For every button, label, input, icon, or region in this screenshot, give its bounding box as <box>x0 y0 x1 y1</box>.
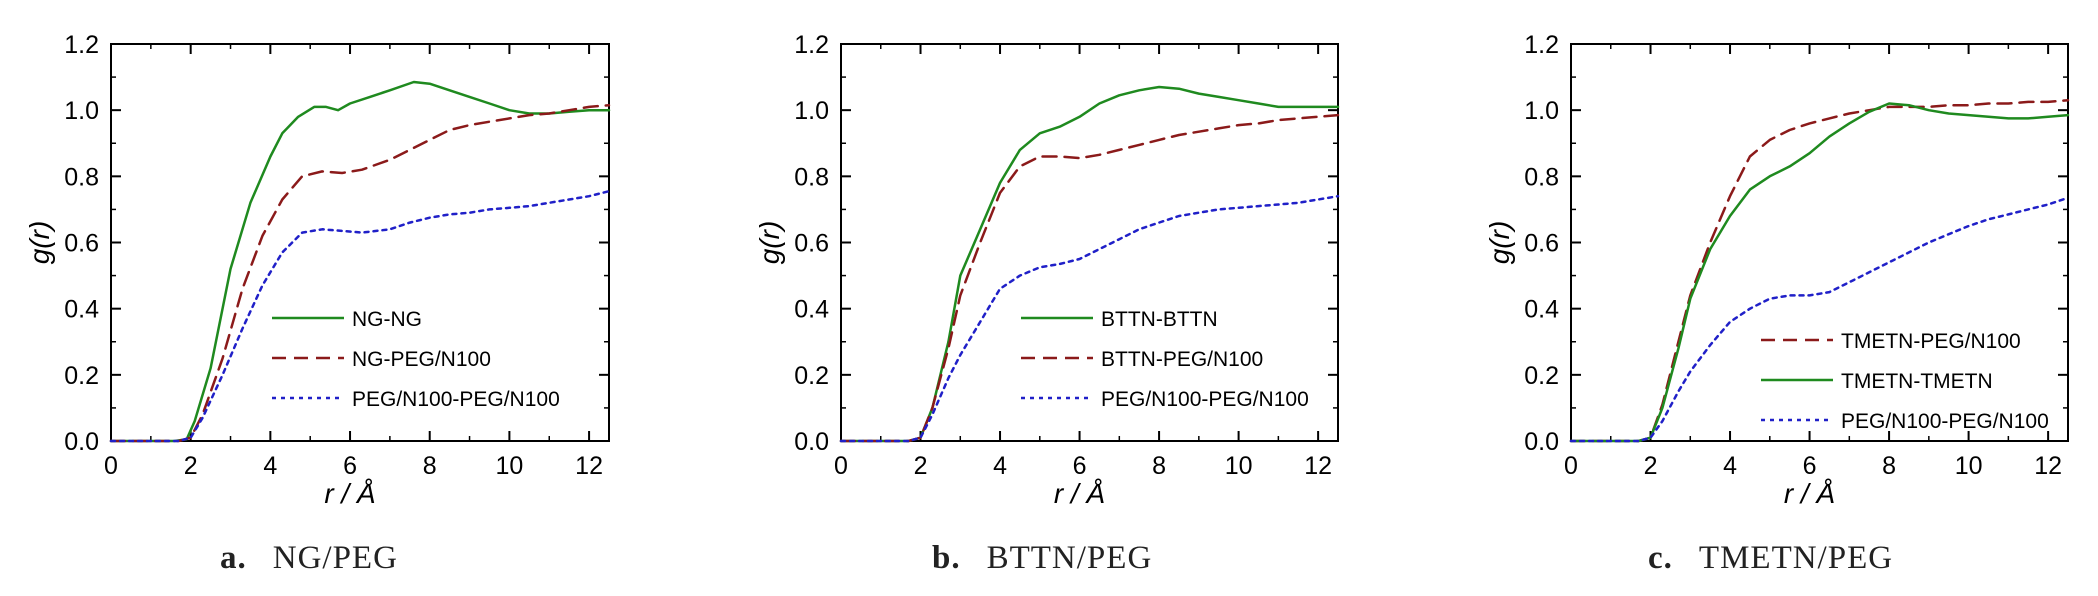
y-tick-label: 0.6 <box>64 230 99 258</box>
y-tick-label: 1.0 <box>1524 97 1559 125</box>
x-tick-label: 12 <box>2034 452 2062 480</box>
y-axis-label: g(r) <box>1484 221 1515 265</box>
y-tick-label: 0.8 <box>64 163 99 191</box>
x-tick-label: 2 <box>1644 452 1658 480</box>
legend-label: NG-PEG/N100 <box>352 348 491 371</box>
caption-b: b. BTTN/PEG <box>932 533 1152 583</box>
legend-label: TMETN-TMETN <box>1841 370 1993 393</box>
legend-label: BTTN-BTTN <box>1101 308 1218 331</box>
series-line-bttn-peg-n100 <box>839 113 1340 443</box>
legend: TMETN-PEG/N100 TMETN-TMETN PEG/N100-PEG/N1… <box>1761 330 2049 433</box>
y-tick-label: 0.2 <box>1524 362 1559 390</box>
chart-panel-3: 0 2 4 6 8 10 12 0.0 0.2 0.4 0.6 0.8 1.0 1.2 r / Å g(r) T… <box>1484 31 2070 509</box>
y-tick-label: 1.2 <box>1524 31 1559 59</box>
y-tick-label: 0.2 <box>794 362 829 390</box>
y-tick-label: 0.0 <box>1524 428 1559 456</box>
x-tick-label: 8 <box>423 452 437 480</box>
y-tick-label: 0.0 <box>794 428 829 456</box>
y-tick-label: 0.2 <box>64 362 99 390</box>
y-axis-label: g(r) <box>24 221 55 265</box>
x-tick-label: 12 <box>1304 452 1332 480</box>
x-axis-label: r / Å <box>1784 478 1835 509</box>
legend-label: PEG/N100-PEG/N100 <box>1101 388 1309 411</box>
y-tick-label: 0.8 <box>794 163 829 191</box>
y-tick-label: 0.6 <box>794 230 829 258</box>
x-tick-label: 0 <box>1564 452 1578 480</box>
y-tick-label: 0.6 <box>1524 230 1559 258</box>
y-tick-label: 1.2 <box>794 31 829 59</box>
x-tick-label: 10 <box>1955 452 1983 480</box>
x-tick-label: 0 <box>104 452 118 480</box>
y-tick-label: 0.0 <box>64 428 99 456</box>
series-line-tmetn-tmetn <box>1569 102 2070 443</box>
y-tick-label: 1.0 <box>64 97 99 125</box>
y-tick-label: 0.4 <box>64 296 99 324</box>
series-line-ng-ng <box>109 80 611 443</box>
chart-panel-1: 0 2 4 6 8 10 12 0.0 0.2 0.4 0.6 0.8 1.0 1.2 r / Å g(r) N… <box>24 31 611 509</box>
plot-frame <box>1570 43 2069 442</box>
x-tick-label: 2 <box>184 452 198 480</box>
x-tick-label: 6 <box>343 452 357 480</box>
y-axis-label: g(r) <box>754 221 785 265</box>
legend: BTTN-BTTN BTTN-PEG/N100 PEG/N100-PEG/N100 <box>1021 308 1309 411</box>
y-tick-label: 0.4 <box>794 296 829 324</box>
x-tick-label: 10 <box>495 452 523 480</box>
x-tick-label: 4 <box>263 452 277 480</box>
caption-text: BTTN/PEG <box>986 539 1153 576</box>
legend-label: PEG/N100-PEG/N100 <box>1841 410 2049 433</box>
x-axis-label: r / Å <box>324 478 375 509</box>
series-line-peg-n100-peg-n100 <box>1569 196 2070 443</box>
x-tick-label: 2 <box>914 452 928 480</box>
x-tick-label: 10 <box>1225 452 1253 480</box>
x-axis-label: r / Å <box>1054 478 1105 509</box>
legend: NG-NG NG-PEG/N100 PEG/N100-PEG/N100 <box>272 308 560 411</box>
series-line-peg-n100-peg-n100 <box>109 189 611 443</box>
x-tick-label: 8 <box>1152 452 1166 480</box>
series-line-ng-peg-n100 <box>109 103 611 443</box>
caption-text: TMETN/PEG <box>1698 539 1894 576</box>
legend-label: BTTN-PEG/N100 <box>1101 348 1263 371</box>
y-tick-label: 1.2 <box>64 31 99 59</box>
series-line-peg-n100-peg-n100 <box>839 194 1340 443</box>
caption-c: c. TMETN/PEG <box>1648 533 1893 583</box>
y-tick-label: 0.8 <box>1524 163 1559 191</box>
caption-text: NG/PEG <box>272 539 398 576</box>
series-line-tmetn-peg-n100 <box>1569 98 2070 443</box>
x-tick-label: 4 <box>993 452 1007 480</box>
legend-label: TMETN-PEG/N100 <box>1841 330 2021 353</box>
x-tick-label: 12 <box>575 452 603 480</box>
x-tick-label: 8 <box>1882 452 1896 480</box>
caption-a: a. NG/PEG <box>220 533 398 583</box>
y-tick-label: 1.0 <box>794 97 829 125</box>
legend-label: PEG/N100-PEG/N100 <box>352 388 560 411</box>
plot-frame <box>110 43 610 442</box>
caption-letter: b. <box>932 539 961 576</box>
chart-panel-2: 0 2 4 6 8 10 12 0.0 0.2 0.4 0.6 0.8 1.0 1.2 r / Å g(r) B… <box>754 31 1340 509</box>
legend-label: NG-NG <box>352 308 422 331</box>
x-tick-label: 4 <box>1723 452 1737 480</box>
x-tick-label: 6 <box>1073 452 1087 480</box>
caption-letter: c. <box>1648 539 1673 576</box>
y-tick-label: 0.4 <box>1524 296 1559 324</box>
caption-letter: a. <box>220 539 247 576</box>
x-tick-label: 0 <box>834 452 848 480</box>
x-tick-label: 6 <box>1803 452 1817 480</box>
series-line-bttn-bttn <box>839 85 1340 443</box>
